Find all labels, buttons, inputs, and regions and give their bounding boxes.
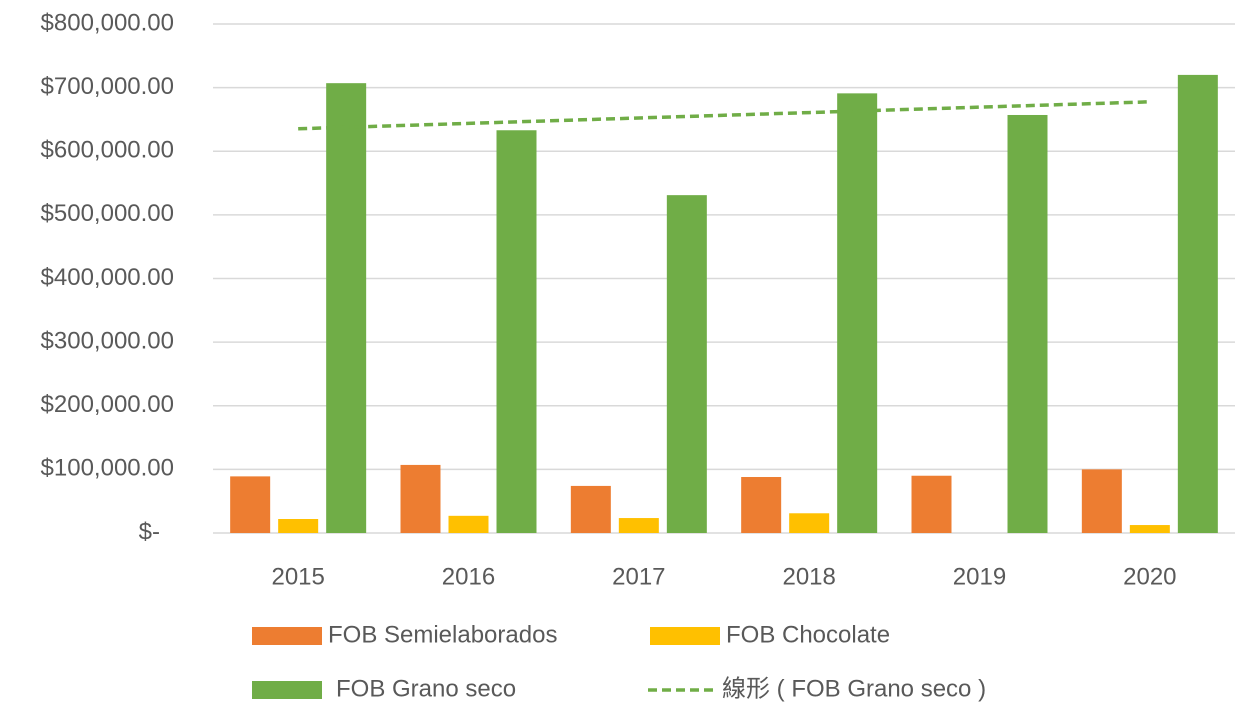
x-tick-label: 2018 [782,563,835,590]
bar [448,515,489,533]
legend-swatch [252,681,322,699]
x-tick-label: 2015 [271,563,324,590]
bar [911,475,952,533]
y-tick-label: $- [139,518,160,545]
y-tick-label: $200,000.00 [41,391,174,418]
trend-line [298,100,1150,131]
legend-label: FOB Chocolate [726,621,890,648]
y-tick-label: $400,000.00 [41,264,174,291]
bar [666,195,707,533]
bar [618,518,659,533]
x-tick-label: 2017 [612,563,665,590]
bar [837,93,878,533]
y-tick-label: $800,000.00 [41,9,174,36]
y-tick-label: $100,000.00 [41,455,174,482]
bar [230,476,271,533]
legend-label: FOB Semielaborados [328,621,557,648]
legend-label: 線形 ( FOB Grano seco ) [722,675,986,702]
bar [278,519,319,533]
bar [1007,114,1048,533]
bar [741,477,782,533]
bar [1129,525,1170,533]
bar [1177,74,1218,534]
bar [789,513,830,533]
y-tick-label: $500,000.00 [41,200,174,227]
x-tick-label: 2020 [1123,563,1176,590]
y-tick-label: $700,000.00 [41,73,174,100]
bar [570,485,611,533]
legend-label: FOB Grano seco [336,675,516,702]
bar [326,83,367,533]
legend-swatch [650,627,720,645]
x-tick-label: 2016 [442,563,495,590]
bar [400,464,441,533]
y-tick-label: $600,000.00 [41,137,174,164]
bar [496,130,537,533]
y-tick-label: $300,000.00 [41,327,174,354]
legend-swatch [252,627,322,645]
bar [1081,469,1122,533]
x-tick-label: 2019 [953,563,1006,590]
